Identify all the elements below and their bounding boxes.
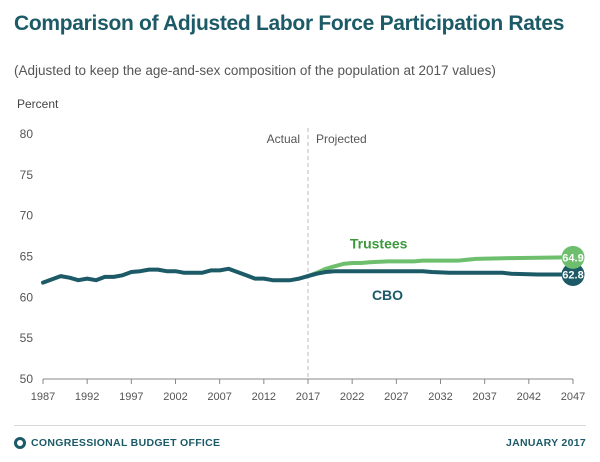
- cbo-logo-icon: [14, 437, 26, 449]
- projected-label: Projected: [316, 132, 367, 146]
- x-tick-label: 2022: [340, 391, 364, 403]
- footer-agency-label: CONGRESSIONAL BUDGET OFFICE: [31, 437, 221, 449]
- x-tick-label: 2027: [384, 391, 408, 403]
- series-line-cbo: [41, 266, 575, 285]
- y-tick-label: 65: [20, 250, 34, 264]
- line-chart: Percent 50 55 60 65 70 75 80 1987 1992 1997 2002 200…: [17, 97, 585, 403]
- x-tick-label: 2037: [472, 391, 496, 403]
- y-tick-label: 55: [20, 331, 34, 345]
- chart-title: Comparison of Adjusted Labor Force Parti…: [14, 12, 565, 35]
- y-tick-label: 50: [20, 372, 34, 386]
- y-tick-label: 80: [20, 127, 34, 141]
- end-value-bubble-cbo: [561, 262, 585, 286]
- x-tick-label: 2007: [207, 391, 231, 403]
- x-tick-label: 2032: [428, 391, 452, 403]
- series-label-cbo: CBO: [372, 287, 403, 303]
- end-value-label-trustees: 64.9: [562, 252, 583, 264]
- y-tick-label: 75: [20, 168, 34, 182]
- y-axis-label: Percent: [17, 97, 59, 111]
- footer-divider: [14, 425, 586, 426]
- end-value-label-cbo: 62.8: [562, 269, 583, 281]
- footer-agency: CONGRESSIONAL BUDGET OFFICE: [14, 437, 220, 449]
- x-tick-label: 1987: [31, 391, 55, 403]
- chart-subtitle: (Adjusted to keep the age-and-sex compos…: [14, 63, 496, 78]
- series-label-trustees: Trustees: [350, 235, 408, 251]
- footer-date: JANUARY 2017: [505, 437, 586, 449]
- y-tick-label: 60: [20, 290, 34, 304]
- x-tick-label: 1992: [75, 391, 99, 403]
- series-line-trustees: [306, 255, 575, 279]
- x-tick-label: 2017: [296, 391, 320, 403]
- actual-label: Actual: [267, 132, 300, 146]
- x-tick-label: 2042: [517, 391, 541, 403]
- x-tick-label: 2002: [163, 391, 187, 403]
- x-tick-label: 2047: [561, 391, 585, 403]
- y-tick-label: 70: [20, 209, 34, 223]
- x-tick-label: 1997: [119, 391, 143, 403]
- end-value-bubble-trustees: [561, 245, 585, 269]
- x-tick-label: 2012: [252, 391, 276, 403]
